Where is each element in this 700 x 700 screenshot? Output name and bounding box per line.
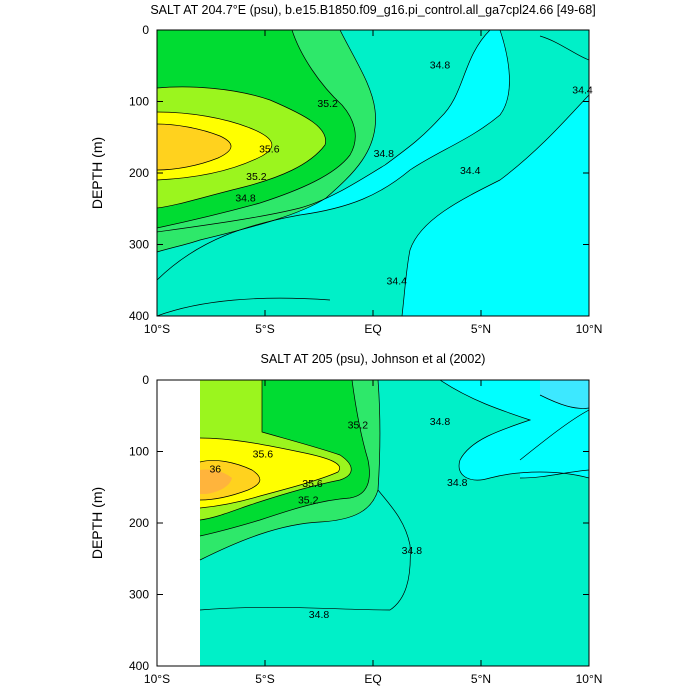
- y-tick-label: 300: [129, 588, 149, 602]
- y-tick-label: 300: [129, 238, 149, 252]
- x-tick-label: 10°S: [144, 672, 170, 686]
- contour-label: 34.4: [460, 165, 481, 177]
- contour-label: 34.8: [374, 148, 395, 160]
- contour-label: 34.8: [430, 59, 451, 71]
- contour-label: 34.8: [309, 609, 330, 621]
- contour-label: 35.2: [317, 98, 338, 110]
- contour-lines: [157, 30, 589, 316]
- panel-model: SALT AT 204.7°E (psu), b.e15.B1850.f09_g…: [89, 3, 602, 336]
- y-axis: 0 100 200 300 400: [129, 373, 589, 673]
- x-tick-label: 5°S: [255, 672, 274, 686]
- y-tick-label: 0: [142, 23, 149, 37]
- contour-label: 34.8: [235, 192, 256, 204]
- contour-label: 34.8: [447, 477, 468, 489]
- contour-label: 34.8: [430, 416, 451, 428]
- y-axis-label: DEPTH (m): [89, 137, 105, 209]
- x-tick-label: 10°S: [144, 322, 170, 336]
- contour-labels: 36 35.6 35.6 35.2 35.2 34.8 34.8 34.8 34.8: [209, 416, 467, 621]
- x-tick-label: 10°N: [576, 672, 603, 686]
- x-axis: 10°S 5°S EQ 5°N 10°N: [144, 380, 602, 686]
- y-tick-label: 100: [129, 445, 149, 459]
- contour-fill: [199, 380, 589, 666]
- contour-label: 35.6: [259, 144, 280, 156]
- x-tick-label: 5°N: [471, 322, 491, 336]
- contour-label: 35.2: [246, 171, 267, 183]
- contour-label: 36: [209, 464, 221, 476]
- x-tick-label: 10°N: [576, 322, 603, 336]
- contour-fill: [157, 30, 589, 316]
- y-tick-label: 200: [129, 516, 149, 530]
- y-tick-label: 0: [142, 373, 149, 387]
- contour-label: 35.6: [253, 449, 274, 461]
- x-tick-label: 5°S: [255, 322, 274, 336]
- contour-label: 34.8: [402, 545, 423, 557]
- y-tick-label: 200: [129, 166, 149, 180]
- x-tick-label: 5°N: [471, 672, 491, 686]
- contour-lines: [199, 380, 589, 611]
- panel-observed: SALT AT 205 (psu), Johnson et al (2002): [89, 352, 602, 686]
- contour-label: 35.2: [348, 419, 369, 431]
- y-tick-label: 100: [129, 95, 149, 109]
- contour-label: 35.6: [302, 478, 323, 490]
- y-axis-label: DEPTH (m): [89, 487, 105, 559]
- x-tick-label: EQ: [364, 322, 381, 336]
- contour-label: 35.2: [298, 494, 319, 506]
- y-tick-label: 400: [129, 659, 149, 673]
- contour-label: 34.4: [572, 84, 593, 96]
- y-axis: 0 100 200 300 400: [129, 23, 589, 323]
- x-tick-label: EQ: [364, 672, 381, 686]
- contour-labels: 35.2 35.6 35.2 34.8 34.8 34.8 34.4 34.4 34.4: [235, 59, 593, 287]
- panel-title: SALT AT 205 (psu), Johnson et al (2002): [261, 352, 486, 366]
- contour-label: 34.4: [387, 275, 408, 287]
- x-axis: 10°S 5°S EQ 5°N 10°N: [144, 30, 602, 336]
- y-tick-label: 400: [129, 309, 149, 323]
- panel-title: SALT AT 204.7°E (psu), b.e15.B1850.f09_g…: [150, 3, 595, 17]
